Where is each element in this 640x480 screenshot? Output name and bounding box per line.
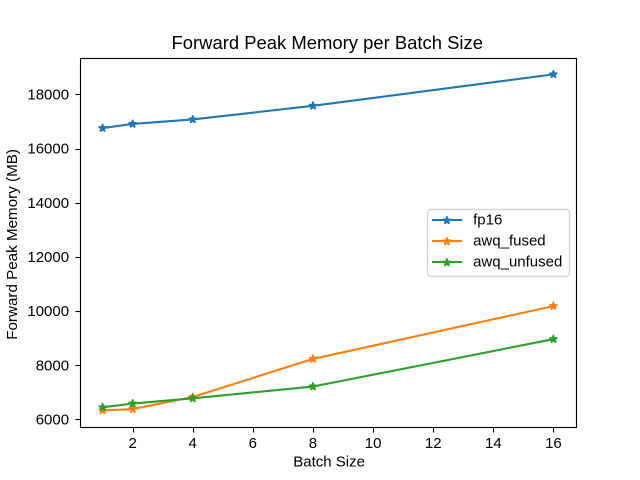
svg-text:Forward Peak Memory per Batch: Forward Peak Memory per Batch Size [171,32,483,53]
svg-text:4: 4 [189,435,197,452]
svg-text:12: 12 [425,435,442,452]
svg-text:10: 10 [365,435,382,452]
svg-text:8000: 8000 [36,357,69,374]
svg-text:14000: 14000 [27,195,69,212]
svg-text:16: 16 [545,435,562,452]
svg-text:awq_unfused: awq_unfused [473,254,562,271]
svg-text:6000: 6000 [36,412,69,429]
svg-text:12000: 12000 [27,249,69,266]
svg-text:6: 6 [249,435,257,452]
svg-text:Batch Size: Batch Size [293,454,365,471]
svg-text:18000: 18000 [27,87,69,104]
svg-text:8: 8 [309,435,317,452]
svg-text:16000: 16000 [27,141,69,158]
svg-text:2: 2 [128,435,136,452]
svg-text:Forward Peak Memory (MB): Forward Peak Memory (MB) [4,149,21,340]
svg-text:10000: 10000 [27,303,69,320]
svg-text:awq_fused: awq_fused [473,233,546,250]
svg-text:14: 14 [485,435,502,452]
svg-text:fp16: fp16 [473,212,502,229]
